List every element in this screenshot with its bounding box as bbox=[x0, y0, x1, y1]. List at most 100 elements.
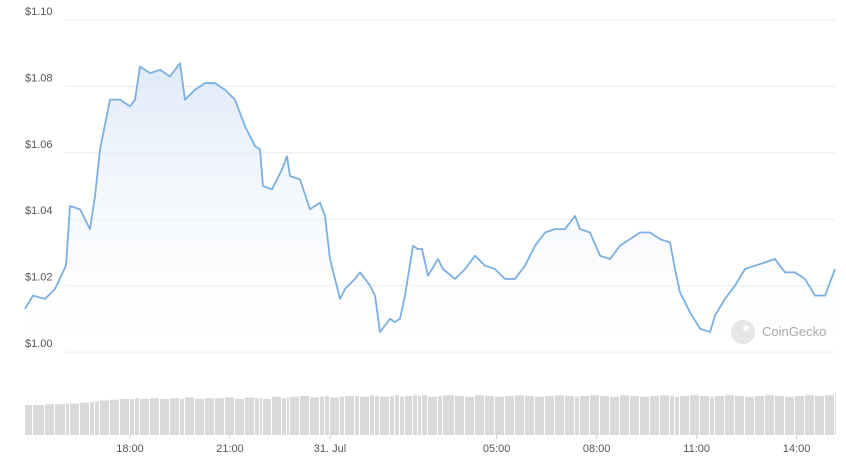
volume-bar bbox=[825, 395, 834, 435]
watermark: CoinGecko bbox=[731, 320, 826, 344]
volume-bar bbox=[715, 396, 724, 435]
volume-bar bbox=[395, 395, 399, 435]
volume-bar bbox=[660, 395, 669, 435]
volume-bar bbox=[55, 404, 65, 435]
volume-bar bbox=[330, 397, 339, 435]
volume-bar bbox=[745, 396, 754, 435]
volume-bar bbox=[235, 399, 244, 435]
volume-bar bbox=[325, 396, 329, 435]
volume-bar bbox=[290, 396, 299, 435]
volume-bar bbox=[263, 399, 271, 435]
y-tick-label: $1.08 bbox=[25, 72, 53, 84]
x-tick-label: 31. Jul bbox=[314, 443, 346, 455]
volume-bar bbox=[310, 397, 319, 435]
volume-bar bbox=[95, 401, 99, 435]
volume-bar bbox=[690, 395, 699, 435]
volume-bar bbox=[600, 396, 609, 435]
volume-bar bbox=[475, 395, 484, 435]
volume-bar bbox=[455, 396, 464, 435]
volume-bar bbox=[205, 398, 214, 435]
x-tick-label: 18:00 bbox=[116, 443, 144, 455]
volume-bar bbox=[775, 396, 784, 435]
volume-bar bbox=[835, 394, 836, 435]
volume-bar bbox=[405, 396, 412, 435]
volume-bar bbox=[70, 403, 79, 435]
volume-bar bbox=[320, 396, 324, 435]
volume-bar bbox=[100, 400, 109, 435]
volume-bar bbox=[110, 399, 119, 435]
x-tick-label: 11:00 bbox=[683, 443, 710, 455]
volume-bar bbox=[90, 402, 94, 435]
volume-bar bbox=[418, 396, 421, 435]
x-tick-label: 05:00 bbox=[483, 443, 511, 455]
volume-bar bbox=[805, 395, 814, 435]
volume-bar bbox=[575, 396, 579, 435]
volume-bar bbox=[640, 396, 649, 435]
volume-bar bbox=[370, 395, 374, 435]
volume-bar bbox=[400, 396, 404, 435]
volume-bar bbox=[565, 396, 574, 435]
volume-bar bbox=[443, 395, 454, 435]
volume-bar bbox=[580, 396, 589, 435]
price-line bbox=[24, 62, 836, 333]
volume-bar bbox=[66, 403, 69, 435]
volume-bar bbox=[195, 399, 204, 435]
volume-bar bbox=[670, 396, 674, 435]
volume-bar bbox=[765, 395, 774, 435]
volume-bar bbox=[610, 396, 619, 435]
volume-bar bbox=[535, 396, 544, 435]
y-tick-label: $1.10 bbox=[25, 6, 53, 18]
volume-bar bbox=[80, 402, 89, 435]
volume-bar bbox=[120, 399, 129, 435]
volume-bar bbox=[505, 396, 514, 435]
watermark-eye bbox=[743, 325, 749, 331]
volume-bar bbox=[282, 398, 286, 435]
volume-bar bbox=[300, 396, 309, 435]
y-tick-label: $1.02 bbox=[25, 272, 53, 284]
volume-bar bbox=[345, 396, 354, 435]
volume-bar bbox=[465, 396, 474, 435]
volume-bar bbox=[650, 396, 659, 435]
x-tick-label: 14:00 bbox=[783, 443, 811, 455]
volume-bar bbox=[180, 399, 184, 435]
volume-bar bbox=[555, 395, 564, 435]
volume-bar bbox=[413, 395, 417, 435]
volume-bar bbox=[340, 396, 344, 435]
volume-bar bbox=[495, 396, 504, 435]
volume-bar bbox=[620, 395, 629, 435]
volume-bar bbox=[630, 396, 639, 435]
price-area bbox=[25, 63, 835, 352]
y-tick-label: $1.06 bbox=[25, 139, 53, 151]
volume-bar bbox=[680, 396, 689, 435]
volume-bar bbox=[390, 396, 394, 435]
volume-bar bbox=[735, 396, 744, 435]
volume-bar bbox=[25, 405, 32, 435]
volume-bar bbox=[700, 396, 709, 435]
volume-bar bbox=[428, 396, 437, 435]
volume-bar bbox=[185, 397, 194, 435]
y-tick-label: $1.00 bbox=[25, 338, 53, 350]
volume-bar bbox=[140, 399, 149, 435]
volume-bar bbox=[245, 397, 254, 435]
volume-bar bbox=[795, 396, 804, 435]
watermark-text: CoinGecko bbox=[762, 324, 826, 339]
volume-bar bbox=[380, 396, 389, 435]
volume-bar bbox=[755, 396, 764, 435]
volume-bar bbox=[725, 395, 734, 435]
x-tick-label: 08:00 bbox=[583, 443, 611, 455]
volume-bar bbox=[422, 395, 427, 435]
volume-bar bbox=[287, 397, 289, 435]
volume-bar bbox=[355, 396, 359, 435]
y-tick-label: $1.04 bbox=[25, 205, 53, 217]
watermark-icon bbox=[731, 320, 755, 344]
volume-bar bbox=[525, 396, 534, 435]
volume-bar bbox=[150, 398, 159, 435]
volume-bar bbox=[785, 396, 794, 435]
volume-bar bbox=[360, 396, 369, 435]
volume-bar bbox=[675, 396, 679, 435]
volume-bar bbox=[170, 398, 179, 435]
volume-bar bbox=[438, 396, 442, 435]
x-tick-label: 21:00 bbox=[216, 443, 244, 455]
volume-bar bbox=[375, 396, 379, 435]
